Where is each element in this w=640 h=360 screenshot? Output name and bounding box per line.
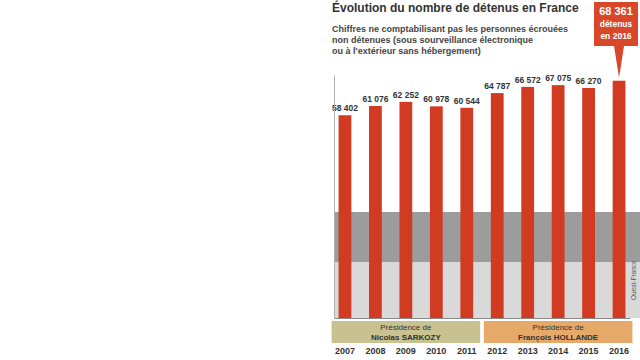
y-axis-line: [334, 76, 335, 319]
subtitle: ou à l'extérieur sans hébergement): [332, 46, 481, 56]
bar: [460, 108, 473, 318]
data-label: 58 402: [332, 103, 358, 113]
data-label: 64 787: [484, 81, 510, 91]
callout-box: [594, 2, 638, 46]
x-tick-label: 2016: [609, 346, 629, 356]
x-tick-label: 2010: [426, 346, 446, 356]
callout-text: 68 361: [599, 5, 633, 17]
data-label: 60 978: [423, 94, 449, 104]
chart: Évolution du nombre de détenus en France…: [0, 0, 640, 360]
bar: [552, 85, 565, 318]
x-tick-label: 2008: [365, 346, 385, 356]
x-tick-label: 2012: [487, 346, 507, 356]
data-label: 67 075: [545, 73, 571, 83]
x-tick: 2010: [426, 318, 446, 356]
x-tick: 2014: [548, 318, 568, 356]
x-tick: 2011: [457, 318, 477, 356]
bars: [339, 81, 626, 318]
period-box: [484, 321, 633, 343]
x-tick: 2009: [396, 318, 416, 356]
bar: [613, 81, 626, 318]
x-tick: 2012: [487, 318, 507, 356]
callout-text: détenus: [600, 19, 633, 29]
bar: [582, 88, 595, 318]
period-label: Présidence de: [380, 323, 432, 332]
subtitle: Chiffres ne comptabilisant pas les perso…: [332, 24, 568, 34]
subtitle: non détenues (sous sourveillance électro…: [332, 35, 533, 45]
x-tick-label: 2011: [457, 346, 477, 356]
x-tick-label: 2007: [335, 346, 355, 356]
title: Évolution du nombre de détenus en France: [332, 0, 579, 15]
x-tick-label: 2009: [396, 346, 416, 356]
period-box: [332, 321, 481, 343]
x-tick-label: 2015: [579, 346, 599, 356]
x-tick-label: 2014: [548, 346, 568, 356]
data-label: 61 076: [362, 94, 388, 104]
data-label: 62 252: [393, 90, 419, 100]
x-tick: 2007: [335, 318, 355, 356]
period-label: Présidence de: [533, 323, 585, 332]
period-label: François HOLLANDE: [518, 333, 599, 342]
bar: [430, 106, 443, 318]
x-tick-label: 2013: [518, 346, 538, 356]
y-axis: [334, 76, 335, 319]
bar: [491, 93, 504, 318]
callout-text: en 2016: [600, 31, 631, 41]
bar: [369, 106, 382, 318]
x-axis: 2007 2008 2009 2010 2011 2012 2013 2014 2015 2016: [335, 318, 631, 356]
x-axis-line: [335, 318, 631, 319]
x-tick: 2016: [609, 318, 629, 356]
bar: [339, 115, 352, 318]
data-label: 66 270: [576, 76, 602, 86]
credit: Ouest-France: [630, 260, 637, 300]
period-label: Nicolas SARKOZY: [371, 333, 441, 342]
x-tick: 2008: [365, 318, 385, 356]
bar: [521, 87, 534, 318]
x-tick: 2015: [579, 318, 599, 356]
data-label: 66 572: [515, 75, 541, 85]
x-tick: 2013: [518, 318, 538, 356]
bar: [399, 102, 412, 318]
data-label: 60 544: [454, 96, 480, 106]
callout-pointer: [614, 46, 624, 78]
